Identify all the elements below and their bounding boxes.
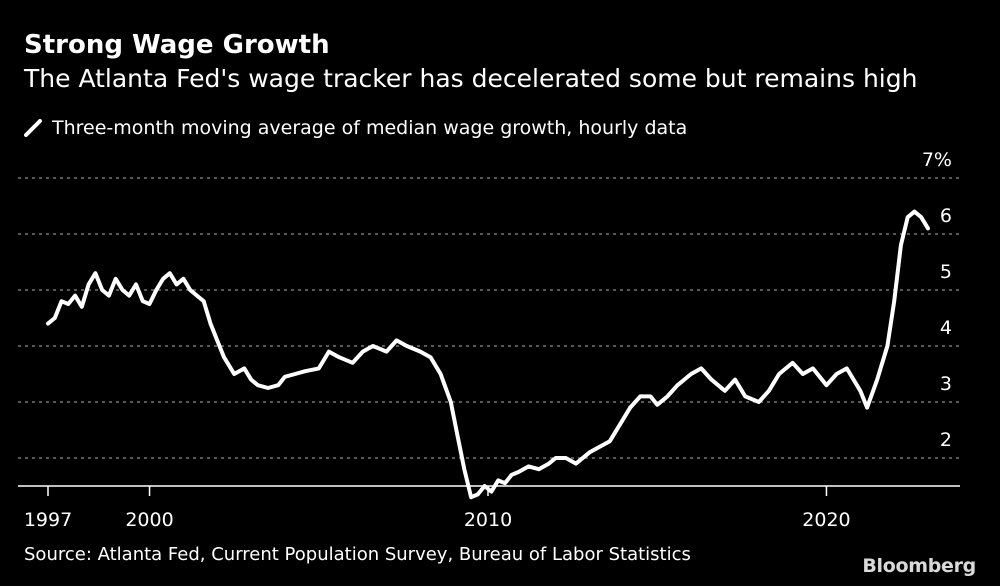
y-tick-label: 2 bbox=[940, 429, 952, 451]
x-tick-label: 2000 bbox=[125, 509, 173, 531]
grid-lines bbox=[18, 177, 960, 459]
x-tick-label: 1997 bbox=[24, 509, 72, 531]
chart-title: Strong Wage Growth bbox=[24, 30, 330, 60]
y-tick-label: 5 bbox=[940, 261, 952, 283]
legend: Three-month moving average of median wag… bbox=[24, 117, 687, 139]
bloomberg-logo: Bloomberg bbox=[862, 555, 976, 577]
y-tick-label: 7% bbox=[922, 149, 952, 171]
source-note: Source: Atlanta Fed, Current Population … bbox=[24, 544, 691, 565]
x-tick-label: 2020 bbox=[802, 509, 850, 531]
series-line-0 bbox=[46, 209, 930, 500]
series-group bbox=[46, 209, 930, 500]
legend-line-icon bbox=[24, 119, 42, 137]
legend-label: Three-month moving average of median wag… bbox=[52, 117, 688, 139]
y-axis-ticks: 7% 6 5 4 3 2 bbox=[922, 149, 952, 451]
y-tick-label: 6 bbox=[940, 205, 952, 227]
y-tick-label: 4 bbox=[940, 317, 952, 339]
x-axis: 1997 2000 2010 2020 bbox=[18, 485, 960, 531]
y-tick-label: 3 bbox=[940, 373, 952, 395]
x-tick-label: 2010 bbox=[464, 509, 512, 531]
chart-subtitle: The Atlanta Fed's wage tracker has decel… bbox=[24, 64, 918, 93]
